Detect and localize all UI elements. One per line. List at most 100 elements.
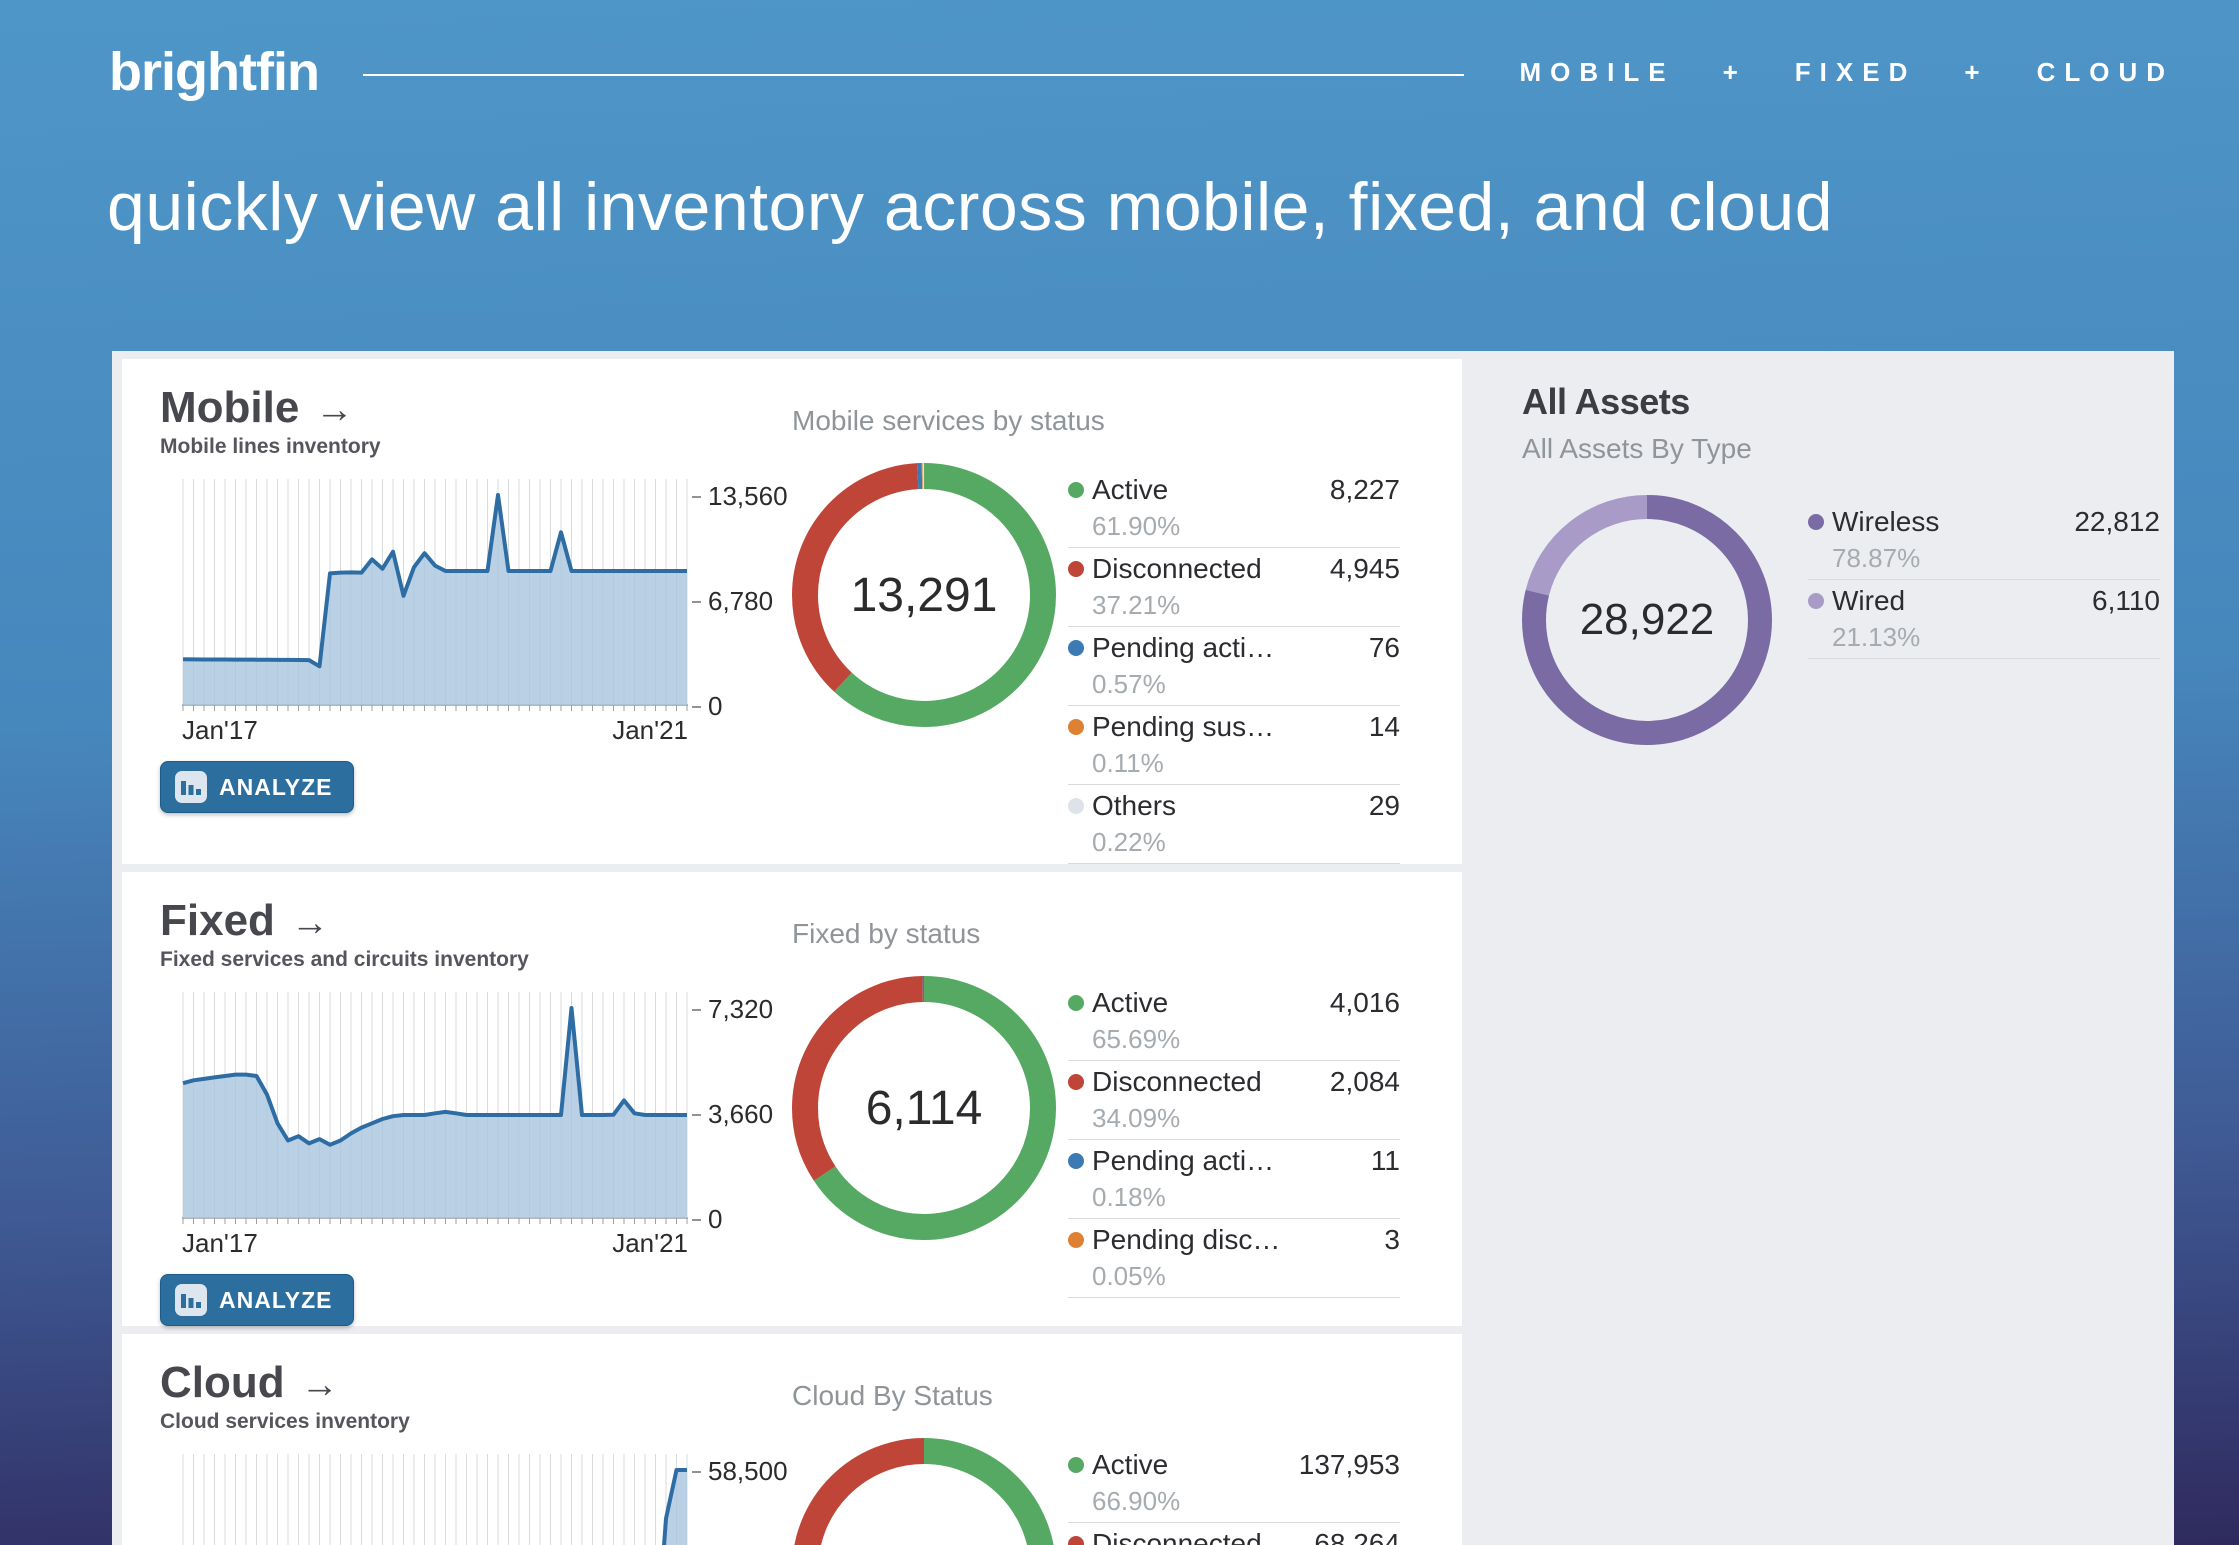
cloud-section-subtitle: Cloud services inventory: [160, 1410, 410, 1433]
cloud-status-donut: [792, 1438, 1056, 1545]
mobile-section-title: Mobile: [160, 383, 300, 432]
legend-percent: 61.90%: [1092, 511, 1181, 541]
header: brightfin MOBILE + FIXED + CLOUD: [109, 36, 2174, 108]
y-axis-tick: 0: [692, 1204, 722, 1235]
legend-percent: 65.69%: [1092, 1024, 1181, 1054]
cloud-section-title: Cloud: [160, 1358, 285, 1407]
mobile-section-card: Mobile → Mobile lines inventory 13,560 6…: [122, 359, 1462, 864]
fixed-chart-block: Fixed → Fixed services and circuits inve…: [122, 872, 782, 1326]
legend-color-dot: [1068, 1153, 1084, 1169]
fixed-x-axis: Jan'17 Jan'21: [182, 1228, 688, 1258]
legend-color-dot: [1068, 482, 1084, 498]
inventory-column: Mobile → Mobile lines inventory 13,560 6…: [122, 359, 1462, 1545]
y-axis-tick: 7,320: [692, 994, 773, 1025]
mobile-status-donut: 13,291: [792, 463, 1056, 727]
fixed-section-subtitle: Fixed services and circuits inventory: [160, 948, 529, 971]
legend-color-dot: [1068, 1074, 1084, 1090]
all-assets-donut-ring: [1522, 495, 1772, 750]
legend-label: Others: [1092, 790, 1177, 821]
legend-color-dot: [1068, 1536, 1084, 1545]
legend-percent: 78.87%: [1832, 543, 1921, 573]
mobile-chart-block: Mobile → Mobile lines inventory 13,560 6…: [122, 359, 788, 864]
legend-color-dot: [1068, 640, 1084, 656]
arrow-right-icon: →: [290, 901, 329, 944]
legend-row: Active 137,953 66.90%: [1068, 1444, 1400, 1523]
x-axis-end-label: Jan'21: [612, 1228, 688, 1258]
page-headline: quickly view all inventory across mobile…: [107, 169, 1834, 245]
legend-percent: 0.57%: [1092, 669, 1166, 699]
legend-row: Pending disc… 3 0.05%: [1068, 1219, 1400, 1298]
legend-label: Pending sus…: [1092, 711, 1275, 742]
legend-label: Disconnected: [1092, 1528, 1262, 1545]
mobile-y-axis: 13,560 6,780 0: [692, 473, 788, 721]
y-axis-tick: 6,780: [692, 586, 773, 617]
legend-percent: 66.90%: [1092, 1486, 1181, 1516]
legend-row: Others 29 0.22%: [1068, 785, 1400, 864]
legend-row: Active 4,016 65.69%: [1068, 982, 1400, 1061]
legend-value: 4,945: [1329, 553, 1400, 584]
nav-item-cloud[interactable]: CLOUD: [2036, 56, 2174, 87]
y-axis-tick: 0: [692, 691, 722, 722]
legend-value: 137,953: [1298, 1449, 1400, 1480]
all-assets-panel: All Assets All Assets By Type 28,922 Wir…: [1462, 359, 2174, 1545]
fixed-section-card: Fixed → Fixed services and circuits inve…: [122, 872, 1462, 1326]
legend-value: 3: [1384, 1224, 1400, 1255]
legend-row: Wired 6,110 21.13%: [1808, 580, 2160, 659]
brightfin-logo: brightfin: [109, 42, 320, 102]
legend-value: 8,227: [1329, 474, 1400, 505]
fixed-analyze-button[interactable]: ANALYZE: [160, 1274, 354, 1326]
x-axis-end-label: Jan'21: [612, 715, 688, 745]
all-assets-donut-row: 28,922 Wireless 22,812 78.87% Wired 6,110 21.…: [1522, 495, 2160, 745]
mobile-x-axis: Jan'17 Jan'21: [182, 715, 688, 745]
legend-label: Disconnected: [1092, 1066, 1262, 1097]
legend-label: Disconnected: [1092, 553, 1262, 584]
legend-row: Pending acti… 11 0.18%: [1068, 1140, 1400, 1219]
legend-color-dot: [1068, 798, 1084, 814]
legend-row: Active 8,227 61.90%: [1068, 469, 1400, 548]
all-assets-subtitle: All Assets By Type: [1522, 433, 1752, 464]
header-divider-line: [362, 74, 1464, 76]
arrow-right-icon: →: [315, 388, 354, 431]
y-axis-tick: 58,500: [692, 1456, 788, 1487]
cloud-donut-ring: [792, 1438, 1056, 1545]
cloud-section-card: Cloud → Cloud services inventory 58,500 …: [122, 1334, 1462, 1545]
fixed-donut-ring: [792, 976, 1056, 1245]
legend-value: 22,812: [2074, 506, 2160, 537]
nav-item-mobile[interactable]: MOBILE: [1519, 56, 1675, 87]
mobile-analyze-button[interactable]: ANALYZE: [160, 761, 354, 813]
nav-plus-separator: +: [1722, 56, 1747, 87]
cloud-section-link[interactable]: Cloud →: [160, 1358, 782, 1407]
x-axis-start-label: Jan'17: [182, 1228, 258, 1258]
legend-color-dot: [1068, 719, 1084, 735]
legend-percent: 37.21%: [1092, 590, 1181, 620]
legend-percent: 0.18%: [1092, 1182, 1166, 1212]
mobile-area-chart: [182, 473, 688, 713]
legend-row: Disconnected 4,945 37.21%: [1068, 548, 1400, 627]
cloud-donut-title: Cloud By Status: [792, 1380, 993, 1411]
fixed-status-donut: 6,114: [792, 976, 1056, 1240]
nav-item-fixed[interactable]: FIXED: [1794, 56, 1917, 87]
top-nav: MOBILE + FIXED + CLOUD: [1520, 57, 2175, 88]
dashboard-layout: Mobile → Mobile lines inventory 13,560 6…: [112, 351, 2174, 1545]
legend-label: Active: [1092, 474, 1169, 505]
legend-row: Wireless 22,812 78.87%: [1808, 501, 2160, 580]
fixed-donut-total: 6,114: [865, 1081, 983, 1135]
mobile-section-link[interactable]: Mobile →: [160, 383, 782, 432]
legend-value: 14: [1368, 711, 1400, 742]
legend-value: 29: [1368, 790, 1400, 821]
fixed-area-chart-wrap: 7,320 3,660 0: [182, 986, 782, 1234]
legend-color-dot: [1808, 593, 1824, 609]
legend-label: Active: [1092, 987, 1169, 1018]
fixed-section-link[interactable]: Fixed →: [160, 896, 782, 945]
legend-percent: 34.09%: [1092, 1103, 1181, 1133]
legend-label: Pending acti…: [1092, 1145, 1275, 1176]
cloud-status-legend: Active 137,953 66.90% Disconnected 68,264: [1068, 1444, 1400, 1545]
mobile-donut-ring: [792, 463, 1056, 732]
mobile-area-chart-wrap: 13,560 6,780 0: [182, 473, 788, 721]
mobile-donut-row: 13,291 Active 8,227 61.90% Disconnected 4,94…: [792, 455, 1434, 864]
all-assets-legend: Wireless 22,812 78.87% Wired 6,110 21.13%: [1808, 501, 2160, 659]
legend-row: Pending sus… 14 0.11%: [1068, 706, 1400, 785]
legend-value: 76: [1368, 632, 1400, 663]
legend-row: Pending acti… 76 0.57%: [1068, 627, 1400, 706]
